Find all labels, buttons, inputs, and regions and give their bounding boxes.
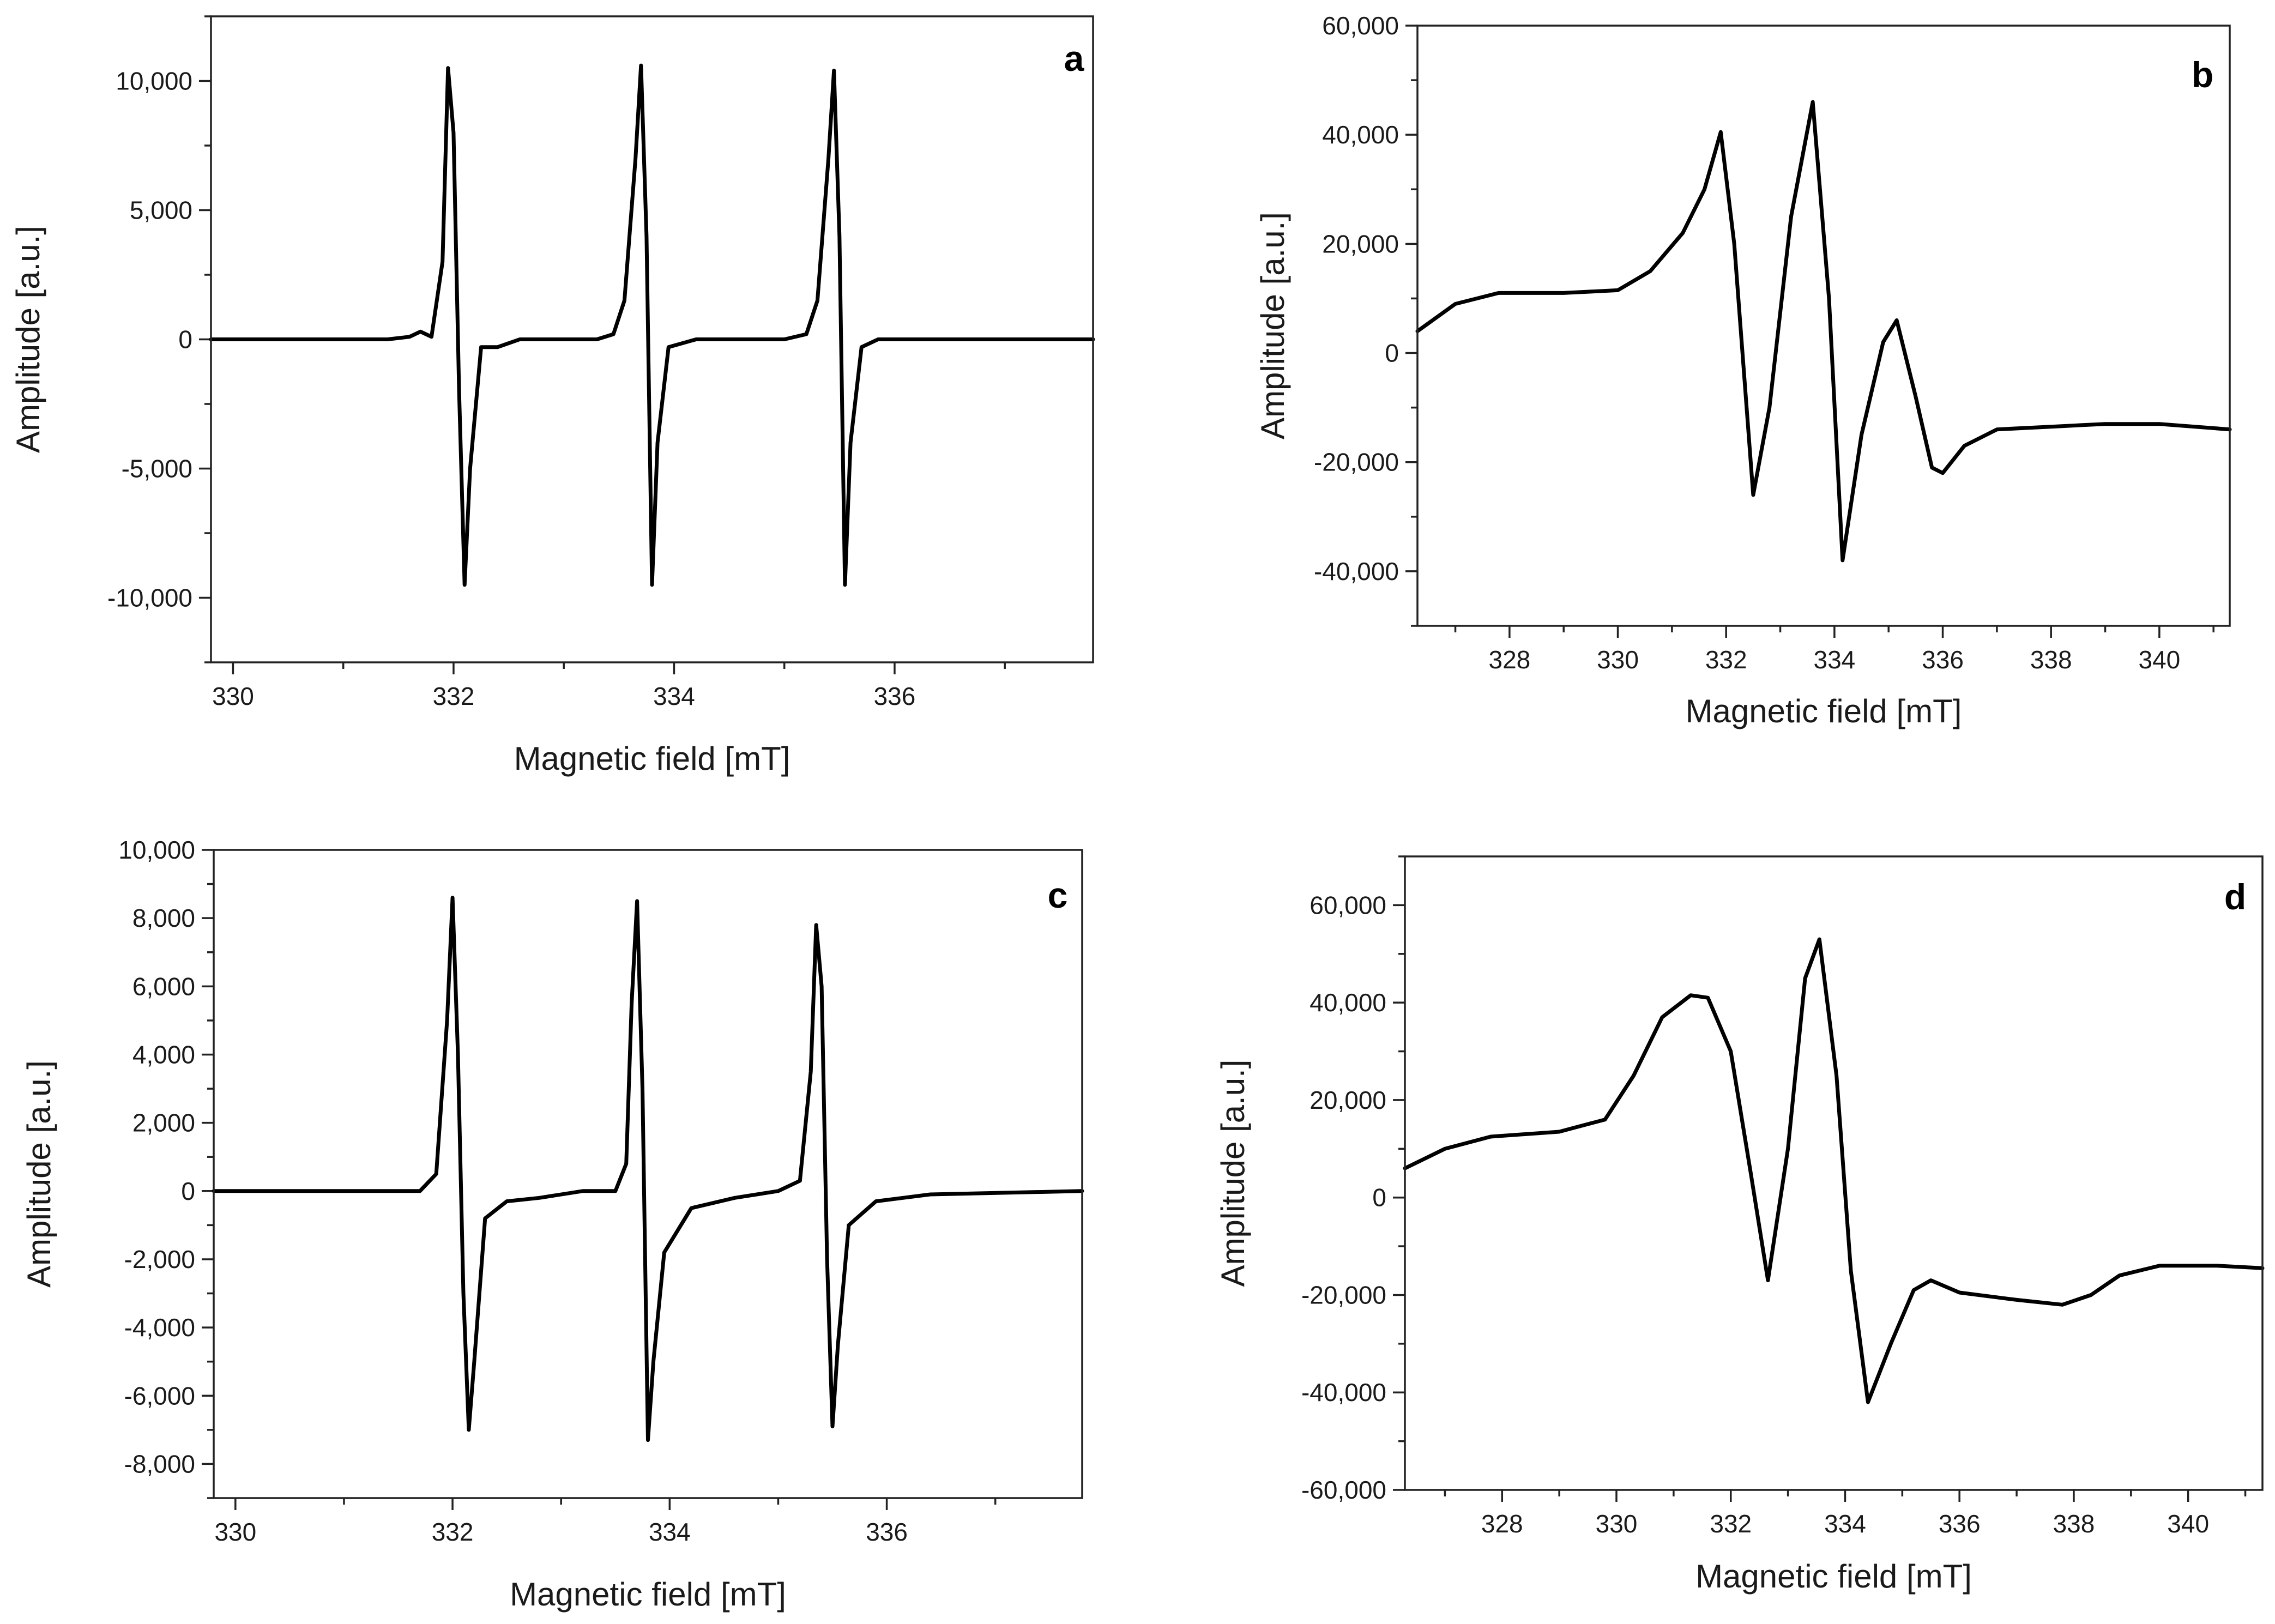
x-tick-label: 330	[212, 682, 254, 710]
x-tick-label: 340	[2167, 1510, 2209, 1538]
plot-frame-a	[210, 15, 1094, 663]
x-tick-label: 328	[1488, 645, 1530, 674]
x-tick-label: 336	[874, 682, 916, 710]
y-tick-label: -20,000	[1301, 1281, 1386, 1309]
y-tick-label: 6,000	[132, 972, 195, 1000]
y-tick-label: 8,000	[132, 904, 195, 932]
y-axis-title: Amplitude [a.u.]	[21, 1060, 57, 1288]
x-tick-label: 332	[1710, 1510, 1752, 1538]
panel-d: 328 330 332 334 336 338 340 -60,000 -40,000 -20,0…	[1188, 812, 2275, 1624]
y-tick-label: 10,000	[118, 836, 195, 864]
y-tick-label: 0	[181, 1177, 195, 1205]
y-tick-label: 40,000	[1310, 988, 1386, 1017]
x-tick-label: 336	[1939, 1510, 1981, 1538]
panel-c: 330 332 334 336 -8,000 -6,000 -4,000 -2,000 0 2,0…	[0, 812, 1101, 1624]
spectrum-line-b	[1415, 100, 2232, 563]
x-tick-label: 330	[1597, 645, 1639, 674]
y-tick-label: 60,000	[1310, 891, 1386, 919]
x-tick-label: 338	[2053, 1510, 2095, 1538]
panel-letter: b	[2192, 55, 2213, 95]
x-tick-label: 332	[433, 682, 475, 710]
spectrum-line-d	[1403, 937, 2265, 1404]
x-tick-label: 336	[1922, 645, 1964, 674]
x-tick-label: 332	[1705, 645, 1747, 674]
plot-frame-c	[213, 849, 1083, 1499]
y-tick-label: 0	[1385, 339, 1399, 367]
x-tick-label: 334	[653, 682, 695, 710]
spectrum-line-c	[212, 896, 1084, 1442]
x-tick-label: 334	[1813, 645, 1855, 674]
plot-frame-d	[1404, 855, 2264, 1491]
x-axis-title: Magnetic field [mT]	[1686, 693, 1962, 729]
y-tick-label: 5,000	[130, 196, 192, 225]
y-axis-title: Amplitude [a.u.]	[10, 226, 46, 453]
y-tick-label: 60,000	[1322, 11, 1399, 40]
y-tick-label: -6,000	[124, 1381, 195, 1410]
panel-letter: d	[2224, 877, 2246, 917]
x-tick-label: 332	[432, 1518, 474, 1546]
y-tick-label: 20,000	[1310, 1086, 1386, 1114]
panel-c-background	[0, 812, 1101, 1624]
panel-d-background	[1188, 812, 2275, 1624]
x-tick-label: 338	[2030, 645, 2072, 674]
y-tick-label: -60,000	[1301, 1476, 1386, 1504]
x-tick-label: 328	[1481, 1510, 1523, 1538]
y-tick-label: 10,000	[116, 67, 192, 95]
x-tick-label: 330	[214, 1518, 256, 1546]
plot-frame-b	[1416, 25, 2231, 627]
y-tick-label: 20,000	[1322, 230, 1399, 258]
panel-b: 328 330 332 334 336 338 340 -40,000 -20,000 0 20,0…	[1216, 0, 2275, 763]
y-axis-title: Amplitude [a.u.]	[1215, 1060, 1251, 1287]
panel-a-background	[0, 0, 1101, 785]
y-tick-label: -20,000	[1314, 448, 1399, 476]
x-tick-label: 334	[1824, 1510, 1866, 1538]
panel-letter: c	[1048, 875, 1068, 915]
y-tick-label: -2,000	[124, 1245, 195, 1273]
y-tick-label: -5,000	[122, 455, 192, 483]
x-tick-label: 336	[866, 1518, 908, 1546]
y-tick-label: 0	[1372, 1184, 1386, 1212]
x-tick-label: 334	[649, 1518, 691, 1546]
panel-a: 330 332 334 336 -10,000 -5,000 0 5,000 10,000 Mag…	[0, 0, 1101, 785]
y-tick-label: 2,000	[132, 1109, 195, 1137]
spectrum-line-a	[209, 63, 1095, 587]
panel-letter: a	[1064, 38, 1085, 79]
y-tick-label: 40,000	[1322, 120, 1399, 149]
x-axis-title: Magnetic field [mT]	[510, 1576, 786, 1613]
x-tick-label: 330	[1596, 1510, 1638, 1538]
x-axis-title: Magnetic field [mT]	[1695, 1558, 1972, 1595]
y-tick-label: -40,000	[1301, 1378, 1386, 1406]
x-tick-label: 340	[2138, 645, 2180, 674]
y-tick-label: -10,000	[107, 584, 192, 612]
x-axis-title: Magnetic field [mT]	[514, 740, 790, 777]
y-axis-title: Amplitude [a.u.]	[1254, 212, 1291, 439]
y-tick-label: -8,000	[124, 1450, 195, 1478]
y-tick-label: -40,000	[1314, 557, 1399, 585]
y-tick-label: -4,000	[124, 1313, 195, 1342]
y-tick-label: 4,000	[132, 1040, 195, 1068]
y-tick-label: 0	[178, 325, 192, 354]
